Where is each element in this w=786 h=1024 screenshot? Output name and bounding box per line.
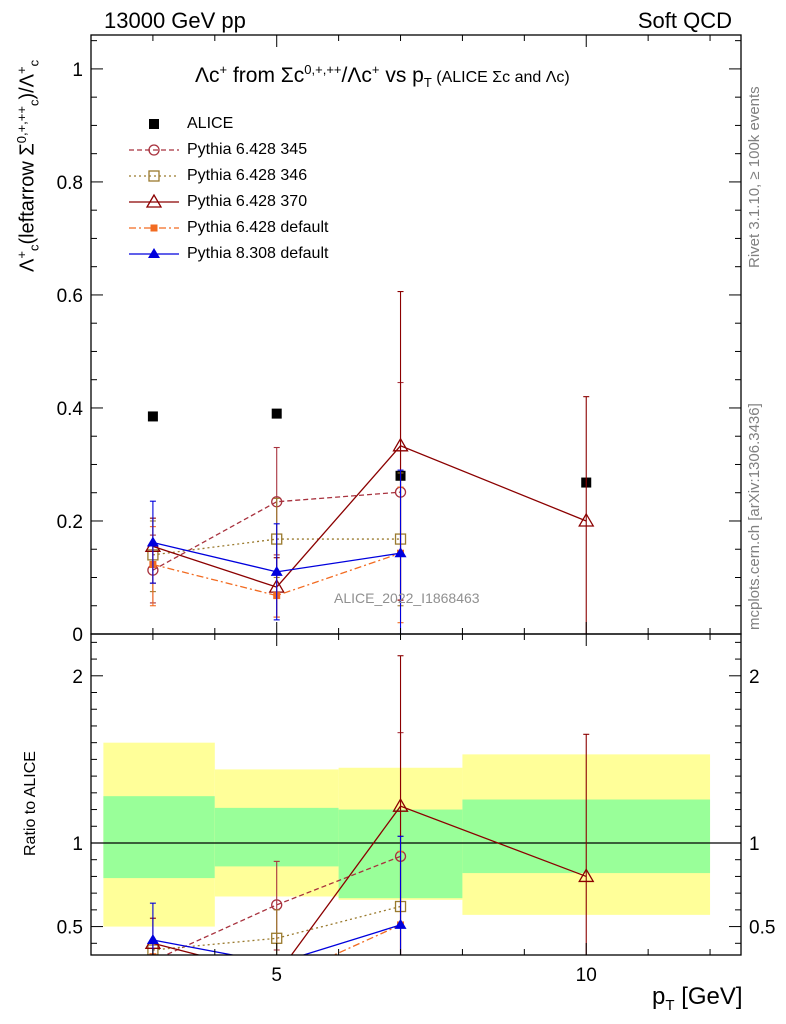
ratio-series-layer [144, 655, 595, 966]
y-tick-label-main: 0.6 [57, 286, 83, 307]
legend-swatch-p8default [129, 248, 179, 258]
analysis-watermark: ALICE_2022_I1868463 [334, 590, 480, 606]
legend-marker-alice [149, 119, 159, 129]
point-p8default-ratio-2 [394, 918, 407, 929]
series-line-p8default-ratio [152, 924, 401, 955]
y-tick-label-main: 0.2 [57, 512, 83, 533]
x-tick-label: 5 [271, 965, 282, 986]
legend-label-p370: Pythia 6.428 370 [187, 193, 308, 210]
header-left: 13000 GeV pp [104, 8, 246, 33]
y-tick-label-ratio-left: 2 [72, 667, 83, 688]
panel-frames [90, 34, 742, 956]
legend-label-p346: Pythia 6.428 346 [187, 167, 308, 184]
series-line-p6default-main [152, 552, 401, 597]
legend-marker-p6default [150, 224, 158, 232]
legend-label-p345: Pythia 6.428 345 [187, 141, 308, 158]
ratio-frame [90, 633, 742, 956]
y-tick-label-main: 1 [72, 60, 83, 81]
legend-marker-p8default [148, 248, 160, 258]
legend-marker-p346 [148, 170, 160, 182]
header-right: Soft QCD [637, 8, 732, 33]
axis-ticks [90, 35, 741, 955]
point-p370-ratio-3 [578, 868, 595, 883]
y-tick-label-main: 0 [72, 625, 83, 646]
ratio-y-axis-label: Ratio to ALICE [22, 751, 39, 856]
legend-label-alice: ALICE [187, 115, 234, 132]
y-tick-label-main: 0.4 [57, 399, 84, 420]
series-line-p346-ratio [152, 905, 401, 951]
series-line-p346-main [152, 538, 401, 556]
band-inner-1 [214, 807, 339, 867]
y-tick-label-ratio-right: 0.5 [749, 918, 775, 939]
legend-marker-p370 [145, 193, 163, 208]
series-p370-main [144, 291, 595, 634]
point-p345-ratio-0 [148, 956, 158, 966]
point-p8default-main-2 [394, 547, 407, 558]
legend-swatch-p345 [129, 144, 179, 156]
point-p8default-main-0 [146, 536, 159, 547]
point-p370-ratio-2 [392, 797, 409, 812]
point-p370-main-3 [578, 512, 595, 527]
legend-label-p6default: Pythia 6.428 default [187, 219, 329, 236]
x-axis-label: pT [GeV] [652, 983, 743, 1014]
y-tick-label-ratio-left: 0.5 [57, 918, 83, 939]
series-p8default-ratio [146, 835, 407, 955]
axis-tick-labels: 0 0.2 0.4 0.6 0.8 1 0.5 0.5 1 1 2 2 5 10 [57, 60, 776, 986]
series-line-p370-ratio [152, 805, 587, 955]
point-p370-main-2 [392, 437, 409, 452]
legend-swatch-p370 [129, 193, 179, 208]
y-tick-label-ratio-right: 1 [749, 834, 760, 855]
point-alice-main-0 [147, 411, 158, 422]
series-line-p6default-ratio [332, 924, 401, 955]
y-tick-label-ratio-right: 2 [749, 667, 760, 688]
series-alice-main [147, 408, 592, 488]
point-p8default-ratio-0 [146, 933, 159, 944]
mcplots-label: mcplots.cern.ch [arXiv:1306.3436] [746, 403, 763, 630]
series-line-p345-main [152, 491, 401, 571]
legend-swatch-p6default [129, 224, 179, 232]
point-p8default-main-1 [270, 565, 283, 576]
series-p8default-main [146, 469, 407, 634]
legend-label-p8default: Pythia 8.308 default [187, 245, 329, 262]
main-series-layer [144, 291, 595, 634]
y-tick-label-main: 0.8 [57, 173, 83, 194]
y-tick-label-ratio-left: 1 [72, 834, 83, 855]
series-line-p345-ratio [164, 855, 401, 955]
legend-swatch-p346 [129, 170, 179, 182]
ratio-bands [103, 742, 711, 927]
x-tick-label: 10 [576, 965, 597, 986]
rivet-label: Rivet 3.1.10, ≥ 100k events [746, 86, 763, 268]
chart-title: Λc+ from Σc0,+,++/Λc+ vs pT (ALICE Σc an… [195, 62, 570, 91]
legend-swatch-alice [149, 119, 159, 129]
series-line-p370-main [152, 445, 587, 588]
legend-marker-p345 [148, 144, 160, 156]
point-alice-main-1 [271, 408, 282, 419]
band-inner-0 [103, 796, 215, 879]
main-y-axis-label: Λ+c(leftarrow Σ0,+,++c)/Λ+c [14, 59, 42, 272]
